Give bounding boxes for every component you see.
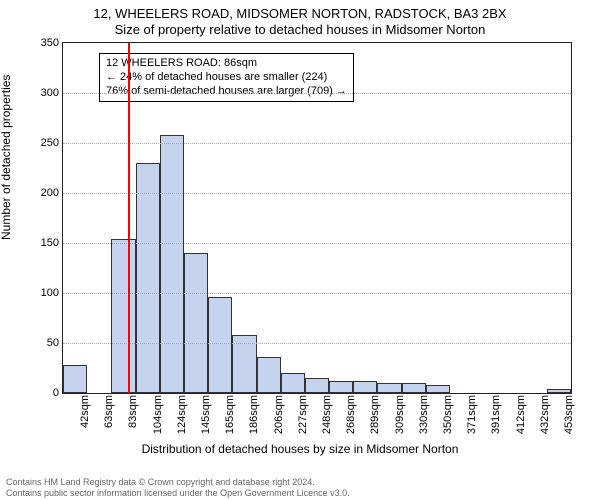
x-tick-label: 63sqm [103, 393, 115, 428]
x-tick-label: 391sqm [490, 393, 502, 434]
x-tick-label: 309sqm [394, 393, 406, 434]
y-tick-label: 100 [41, 287, 59, 299]
x-tick-label: 371sqm [466, 393, 478, 434]
histogram-bar [257, 357, 281, 393]
property-marker-line [128, 43, 130, 393]
chart-container: 12, WHEELERS ROAD, MIDSOMER NORTON, RADS… [0, 0, 600, 500]
x-tick-label: 330sqm [418, 393, 430, 434]
attribution-footer: Contains HM Land Registry data © Crown c… [6, 477, 350, 498]
chart-plot-area: 12 WHEELERS ROAD: 86sqm ← 24% of detache… [62, 42, 572, 394]
x-tick-label: 289sqm [369, 393, 381, 434]
x-tick-label: 350sqm [442, 393, 454, 434]
annotation-line3: 76% of semi-detached houses are larger (… [106, 85, 347, 99]
histogram-bar [281, 373, 305, 393]
histogram-bar [353, 381, 377, 393]
histogram-bar [63, 365, 87, 393]
gridline [63, 193, 571, 194]
x-tick-label: 432sqm [539, 393, 551, 434]
x-axis-title: Distribution of detached houses by size … [0, 442, 600, 456]
gridline [63, 243, 571, 244]
histogram-bar [208, 297, 232, 393]
histogram-bar [136, 163, 160, 393]
x-tick-label: 206sqm [273, 393, 285, 434]
x-tick-label: 412sqm [515, 393, 527, 434]
x-tick-label: 145sqm [200, 393, 212, 434]
x-tick-label: 268sqm [345, 393, 357, 434]
footer-line2: Contains public sector information licen… [6, 488, 350, 498]
x-tick-label: 165sqm [224, 393, 236, 434]
y-tick-label: 300 [41, 87, 59, 99]
histogram-bar [184, 253, 208, 393]
histogram-bar [329, 381, 353, 393]
gridline [63, 93, 571, 94]
y-tick-label: 0 [53, 387, 59, 399]
gridline [63, 293, 571, 294]
x-tick-label: 186sqm [248, 393, 260, 434]
x-tick-label: 248sqm [321, 393, 333, 434]
title-subtitle: Size of property relative to detached ho… [0, 22, 600, 37]
gridline [63, 143, 571, 144]
title-address: 12, WHEELERS ROAD, MIDSOMER NORTON, RADS… [0, 6, 600, 21]
y-tick-label: 350 [41, 37, 59, 49]
annotation-line2: ← 24% of detached houses are smaller (22… [106, 71, 347, 85]
x-tick-label: 227sqm [297, 393, 309, 434]
y-tick-label: 250 [41, 137, 59, 149]
histogram-bar [402, 383, 426, 393]
x-tick-label: 124sqm [176, 393, 188, 434]
y-tick-label: 50 [47, 337, 59, 349]
gridline [63, 343, 571, 344]
x-tick-label: 83sqm [127, 393, 139, 428]
y-tick-label: 150 [41, 237, 59, 249]
x-tick-label: 453sqm [563, 393, 575, 434]
histogram-bar [426, 385, 450, 393]
histogram-bar [305, 378, 329, 393]
annotation-line1: 12 WHEELERS ROAD: 86sqm [106, 57, 347, 71]
histogram-bar [377, 383, 401, 393]
x-tick-label: 104sqm [152, 393, 164, 434]
histogram-bar [160, 135, 184, 393]
footer-line1: Contains HM Land Registry data © Crown c… [6, 477, 350, 487]
y-tick-label: 200 [41, 187, 59, 199]
histogram-bar [111, 239, 135, 393]
x-tick-label: 42sqm [79, 393, 91, 428]
annotation-box: 12 WHEELERS ROAD: 86sqm ← 24% of detache… [99, 53, 354, 102]
y-axis-label: Number of detached properties [0, 75, 13, 240]
